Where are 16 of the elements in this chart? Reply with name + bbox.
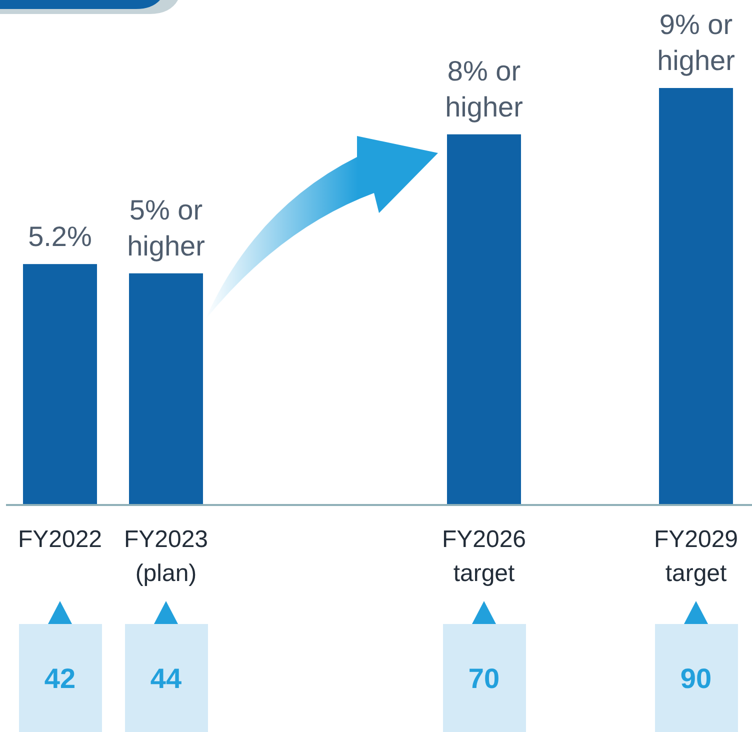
data-label: 5.2% [28, 221, 92, 252]
text: 70 [468, 663, 500, 694]
text: 42 [44, 663, 76, 694]
text: 90 [680, 663, 712, 694]
text: 44 [150, 663, 182, 694]
data-label: 8% or higher [445, 55, 523, 122]
data-label: 9% or higher [657, 9, 735, 76]
x-tick-label: FY2023 (plan) [124, 526, 208, 587]
x-tick-label: FY2029 target [654, 526, 738, 587]
data-label: 5% or higher [127, 194, 205, 262]
bar [447, 134, 521, 505]
bar [23, 264, 97, 505]
x-tick-label: FY2026 target [442, 526, 526, 587]
x-tick-label: FY2022 [18, 526, 102, 553]
bar [129, 273, 203, 505]
bar [659, 88, 733, 505]
